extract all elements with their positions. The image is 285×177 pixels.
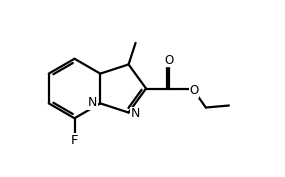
Text: O: O — [165, 54, 174, 67]
Text: F: F — [71, 134, 78, 147]
Text: N: N — [131, 107, 140, 121]
Text: N: N — [87, 96, 97, 109]
Text: O: O — [189, 84, 199, 97]
